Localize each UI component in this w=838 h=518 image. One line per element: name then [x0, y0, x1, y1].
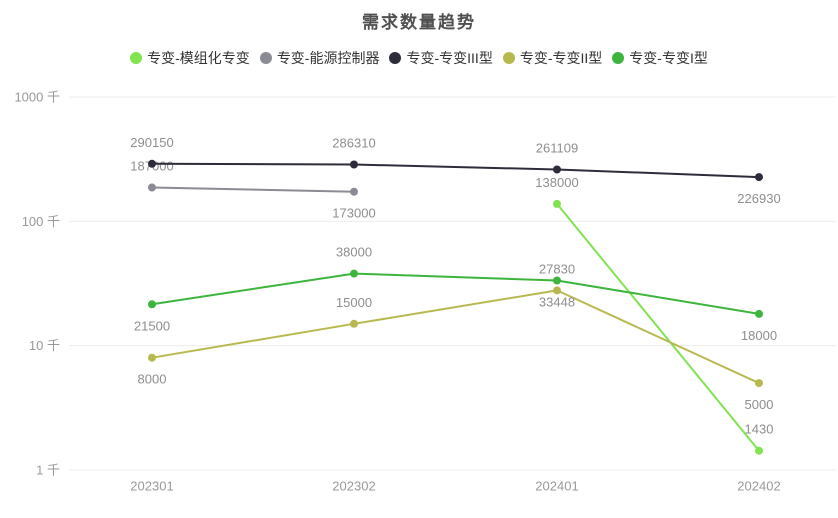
data-label: 173000	[332, 206, 375, 221]
x-axis-label: 202402	[737, 479, 780, 494]
legend-marker-icon	[130, 52, 143, 64]
data-label: 38000	[336, 245, 372, 260]
data-label: 27830	[539, 261, 575, 276]
y-axis-tick: 100 千	[22, 214, 60, 229]
y-axis-tick: 1000 千	[14, 90, 60, 105]
y-axis-tick: 10 千	[29, 338, 60, 353]
legend-marker-icon	[389, 52, 402, 64]
data-label: 21500	[134, 318, 170, 333]
legend-marker-icon	[502, 52, 515, 64]
legend-item-2[interactable]: 专变-专变III型	[389, 50, 493, 66]
data-label: 5000	[745, 397, 774, 412]
data-label: 286310	[332, 136, 375, 151]
data-point[interactable]	[148, 353, 156, 362]
data-point[interactable]	[755, 309, 763, 318]
data-point[interactable]	[553, 199, 561, 208]
series-line-1	[151, 186, 355, 193]
y-axis-tick: 1 千	[36, 463, 60, 478]
data-point[interactable]	[553, 165, 561, 174]
data-point[interactable]	[553, 276, 561, 285]
legend-label: 专变-模组化专变	[147, 50, 250, 66]
legend-marker-icon	[612, 52, 625, 64]
data-point[interactable]	[350, 319, 358, 328]
data-point[interactable]	[553, 286, 561, 295]
series-line-3	[151, 289, 760, 385]
x-axis-label: 202401	[535, 479, 578, 494]
data-label: 138000	[535, 175, 578, 190]
data-point[interactable]	[148, 300, 156, 309]
data-point[interactable]	[755, 379, 763, 388]
data-label: 1430	[745, 422, 774, 437]
data-label: 226930	[737, 191, 780, 206]
legend-marker-icon	[259, 52, 272, 64]
series-line-2	[151, 162, 760, 179]
legend-item-1[interactable]: 专变-能源控制器	[259, 50, 380, 66]
data-label: 18000	[741, 328, 777, 343]
data-point[interactable]	[755, 446, 763, 455]
data-label: 8000	[138, 372, 167, 387]
data-point[interactable]	[350, 269, 358, 278]
legend-item-3[interactable]: 专变-专变II型	[502, 50, 603, 66]
legend-label: 专变-专变II型	[519, 50, 603, 66]
chart-title: 需求数量趋势	[362, 13, 476, 32]
legend-item-0[interactable]: 专变-模组化专变	[130, 50, 250, 66]
data-label: 15000	[336, 295, 372, 310]
data-point[interactable]	[350, 160, 358, 169]
data-point[interactable]	[148, 159, 156, 168]
data-point[interactable]	[350, 187, 358, 196]
x-axis-label: 202301	[130, 479, 173, 494]
legend-item-4[interactable]: 专变-专变I型	[612, 50, 708, 66]
data-label: 261109	[536, 141, 578, 156]
legend-label: 专变-能源控制器	[276, 50, 380, 66]
x-axis-label: 202302	[332, 479, 375, 494]
legend-label: 专变-专变I型	[629, 50, 708, 66]
legend-label: 专变-专变III型	[406, 50, 493, 66]
series-line-0	[556, 202, 760, 452]
series-line-4	[151, 272, 760, 315]
chart-legend: 专变-模组化专变 专变-能源控制器 专变-专变III型 专变-专变II型 专变-专变I型	[0, 50, 838, 66]
data-label: 290150	[130, 135, 173, 150]
data-point[interactable]	[755, 173, 763, 182]
data-point[interactable]	[148, 183, 156, 192]
data-label: 33448	[539, 295, 575, 310]
